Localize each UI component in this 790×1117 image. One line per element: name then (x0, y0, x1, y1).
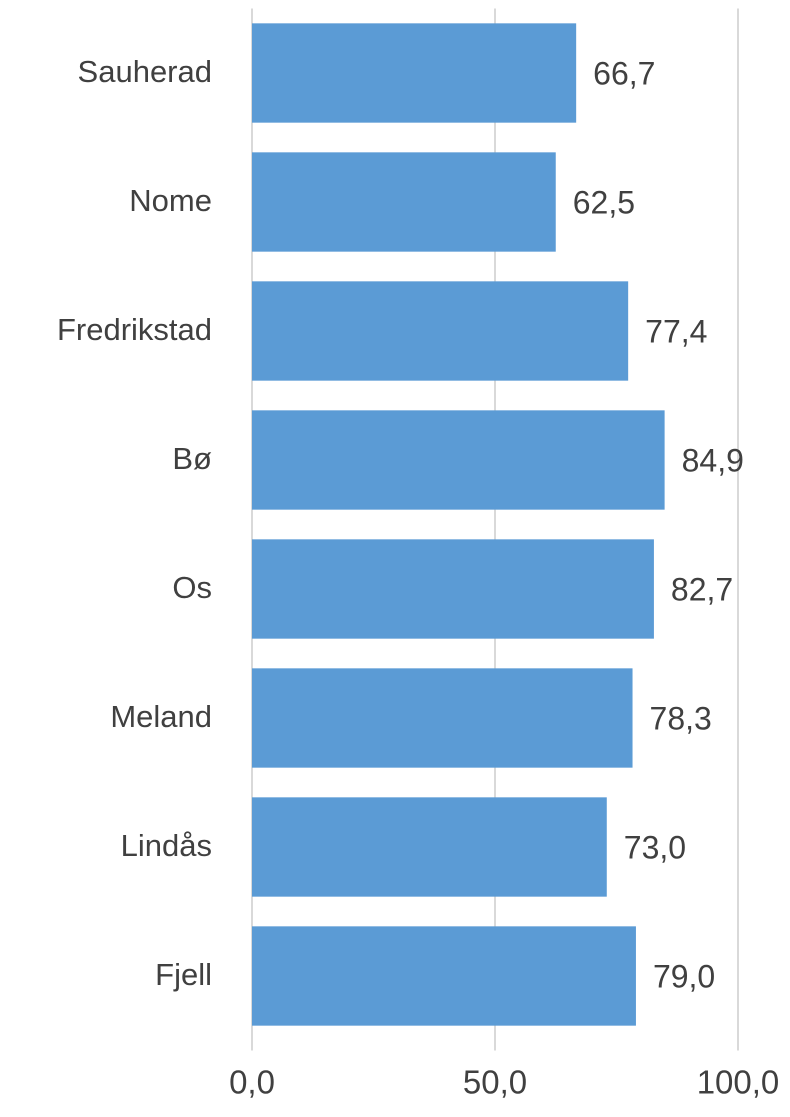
x-tick-label: 0,0 (229, 1064, 275, 1101)
value-label: 84,9 (682, 442, 744, 478)
bar (252, 23, 577, 123)
bar (252, 281, 629, 381)
bar (252, 410, 665, 510)
bar (252, 797, 607, 897)
y-tick-label: Os (172, 570, 212, 605)
y-tick-label: Fjell (155, 957, 212, 992)
value-label: 62,5 (573, 184, 635, 220)
bar (252, 152, 556, 252)
value-label: 82,7 (671, 571, 733, 607)
bar (252, 668, 633, 768)
y-tick-label: Fredrikstad (57, 312, 212, 347)
bar (252, 926, 636, 1026)
y-tick-label: Sauherad (78, 54, 212, 89)
x-tick-label: 100,0 (697, 1064, 780, 1101)
y-tick-label: Meland (110, 699, 212, 734)
y-tick-label: Lindås (121, 828, 212, 863)
value-label: 73,0 (624, 829, 686, 865)
x-tick-label: 50,0 (463, 1064, 527, 1101)
bar (252, 539, 654, 639)
value-label: 79,0 (653, 958, 715, 994)
value-label: 77,4 (645, 313, 707, 349)
y-tick-label: Bø (172, 441, 212, 476)
y-tick-label: Nome (129, 183, 212, 218)
value-label: 78,3 (650, 700, 712, 736)
value-label: 66,7 (593, 55, 655, 91)
